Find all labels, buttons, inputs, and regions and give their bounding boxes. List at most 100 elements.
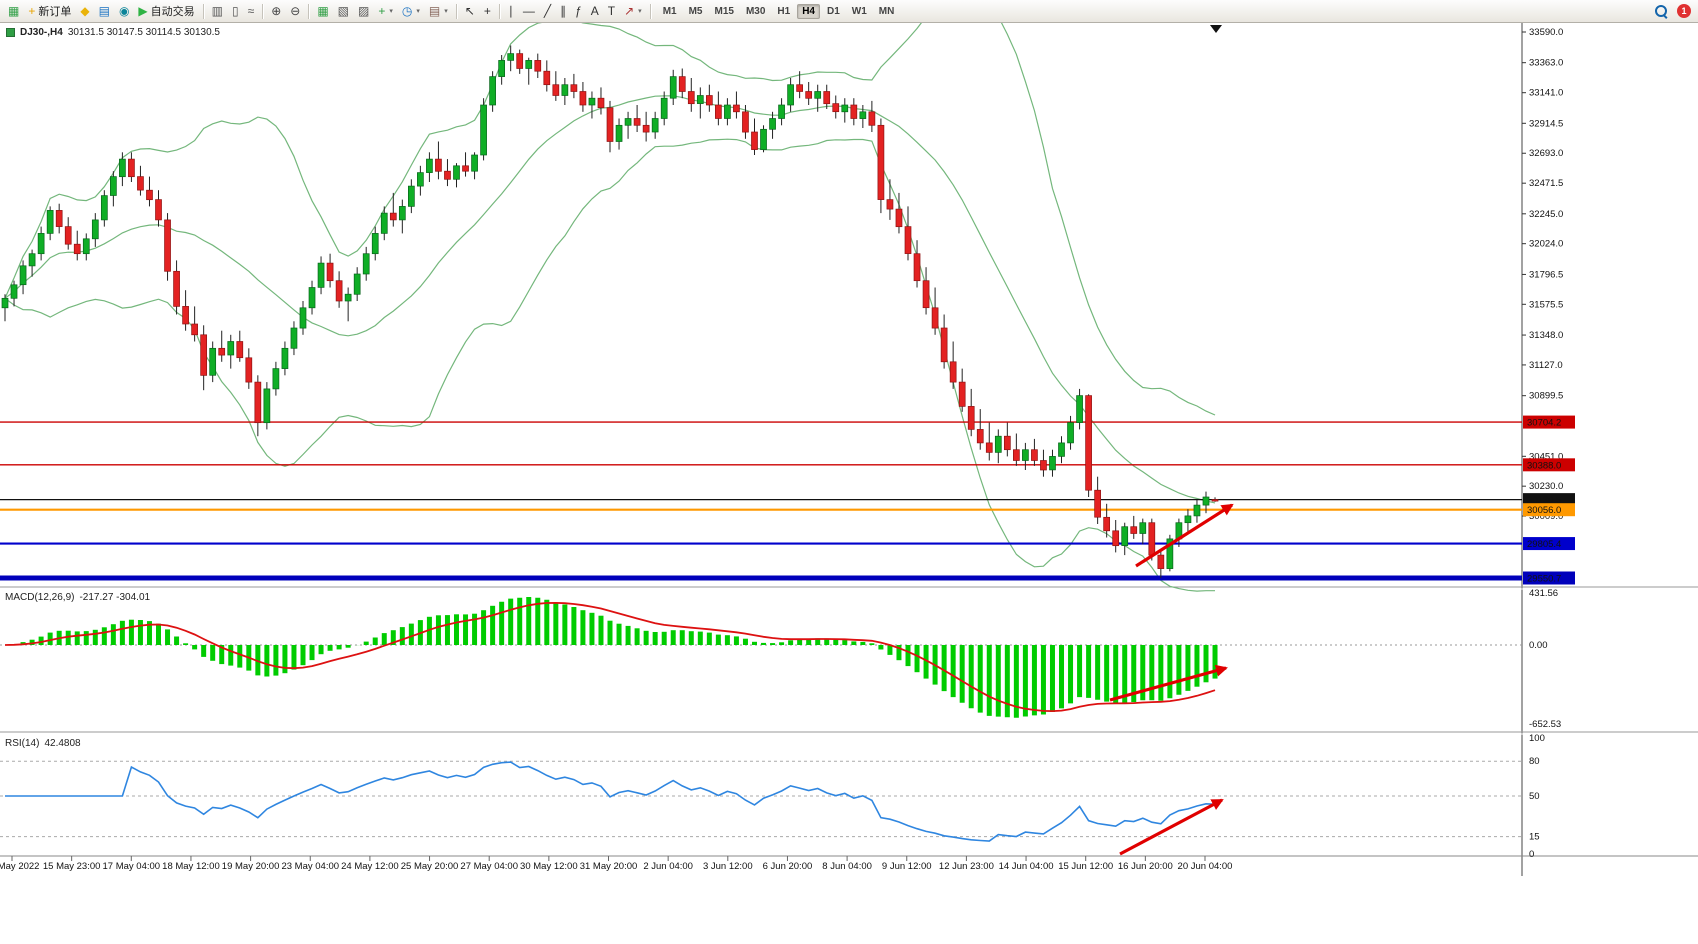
crosshair-icon[interactable]: +	[480, 3, 495, 19]
price-tick-label: 30009.0	[1529, 511, 1563, 522]
candle-body	[281, 347, 289, 369]
chart-title: DJ30-,H4 30131.5 30147.5 30114.5 30130.5	[6, 27, 220, 38]
rsi-value: 42.4808	[44, 738, 81, 749]
candle-body	[967, 406, 975, 430]
candle-body	[191, 323, 198, 336]
candle-body	[760, 128, 767, 150]
timeframe-m1-button[interactable]: M1	[662, 5, 677, 17]
metaeditor-icon[interactable]: ◆	[76, 3, 93, 19]
templates-button[interactable]: ▤ ▾	[425, 3, 452, 19]
text-icon-glyph: A	[590, 4, 599, 18]
candle-body	[570, 84, 578, 92]
candle-body	[1184, 515, 1192, 524]
timeframe-mn-button[interactable]: MN	[878, 5, 895, 17]
indicators-add-button[interactable]: + ▾	[374, 3, 397, 19]
line-chart-icon[interactable]: ≈	[244, 3, 259, 19]
candle-body	[651, 118, 659, 133]
timeframe-w1-button[interactable]: W1	[851, 5, 867, 17]
candle-body	[19, 265, 27, 286]
market-icon[interactable]: ▤	[95, 3, 114, 19]
candle-body	[1003, 435, 1011, 451]
candle-body	[37, 233, 45, 255]
level-price-label-bg	[1523, 503, 1575, 517]
candle-body	[1211, 499, 1219, 502]
tile-windows-icon[interactable]: ▦	[313, 3, 332, 19]
trend-arrow[interactable]	[1109, 664, 1228, 702]
search-icon[interactable]	[1654, 4, 1668, 18]
toolbar-separator	[262, 3, 264, 19]
candle-body	[1193, 504, 1201, 517]
date-label: 8 Jun 04:00	[822, 861, 872, 872]
candle-body	[976, 429, 984, 444]
date-label: 12 May 2022	[0, 861, 39, 872]
candle-body	[236, 341, 244, 359]
arrange-windows-icon[interactable]: ▨	[354, 3, 373, 19]
candle-body	[1085, 395, 1092, 491]
timeframe-m30-button[interactable]: M30	[745, 5, 766, 17]
notification-badge[interactable]: 1	[1677, 4, 1691, 18]
date-label: 20 Jun 04:00	[1178, 861, 1233, 872]
bar-chart-icon-glyph: ▥	[211, 4, 223, 18]
date-label: 2 Jun 04:00	[643, 861, 693, 872]
trend-arrow[interactable]	[1119, 798, 1224, 856]
candle-body	[299, 307, 307, 329]
candle-body	[543, 70, 551, 86]
date-label: 9 Jun 12:00	[882, 861, 932, 872]
candle-body	[733, 104, 740, 113]
vertical-line-icon[interactable]: ∣	[504, 3, 518, 19]
market-icon-glyph: ▤	[98, 4, 110, 18]
cascade-windows-icon[interactable]: ▧	[334, 3, 353, 19]
zoom-in-icon-glyph: ⊕	[271, 4, 282, 18]
caret-down-icon: ▾	[444, 8, 448, 15]
candle-body	[46, 210, 54, 234]
zoom-in-icon[interactable]: ⊕	[267, 3, 285, 19]
macd-label: MACD(12,26,9) -217.27 -304.01	[5, 592, 150, 603]
horizontal-line-icon-glyph: ―	[522, 4, 535, 18]
cascade-windows-icon-glyph: ▧	[337, 4, 350, 18]
candle-body	[462, 165, 469, 172]
bar-chart-icon[interactable]: ▥	[208, 3, 227, 19]
rsi-axis-label: 50	[1529, 791, 1540, 802]
timeframe-m15-button[interactable]: M15	[714, 5, 734, 17]
chart-shift-marker[interactable]	[1210, 25, 1222, 33]
label-icon[interactable]: T	[604, 3, 619, 19]
candlestick-chart-icon[interactable]: ▯	[228, 3, 243, 19]
fibonacci-icon[interactable]: ƒ	[571, 3, 586, 19]
macd-name: MACD(12,26,9)	[5, 592, 75, 603]
price-tick-label: 31127.0	[1529, 360, 1563, 371]
new-order-button[interactable]: + 新订单	[24, 1, 75, 21]
candle-body	[1202, 496, 1210, 506]
price-tick-label: 32693.0	[1529, 148, 1563, 159]
zoom-out-icon[interactable]: ⊖	[286, 3, 304, 19]
auto-trading-button[interactable]: ▶ 自动交易	[134, 1, 198, 21]
price-tick-label: 32245.0	[1529, 209, 1563, 220]
candle-body	[263, 388, 271, 424]
trend-arrow[interactable]	[1135, 503, 1234, 568]
candle-body	[380, 212, 388, 234]
level-price-label-bg	[1523, 537, 1575, 551]
timeframe-m5-button[interactable]: M5	[688, 5, 703, 17]
new-order-glyph: +	[28, 4, 36, 18]
candle-body	[687, 91, 695, 105]
candle-body	[254, 381, 262, 424]
candle-body	[272, 368, 280, 390]
timeframe-h1-button[interactable]: H1	[777, 5, 791, 17]
candle-body	[371, 233, 379, 255]
candle-body	[678, 76, 686, 92]
candle-body	[597, 97, 605, 109]
cursor-icon[interactable]: ↖	[461, 3, 479, 19]
arrows-tool-button[interactable]: ↗ ▾	[620, 3, 646, 19]
periods-button[interactable]: ◷ ▾	[398, 3, 424, 19]
text-icon[interactable]: A	[587, 3, 603, 19]
horizontal-line-icon[interactable]: ―	[519, 3, 539, 19]
timeframe-h4-button[interactable]: H4	[797, 3, 820, 19]
chart-window-icon[interactable]: ▦	[4, 3, 23, 19]
channel-icon[interactable]: ∥	[556, 3, 570, 19]
trendline-icon[interactable]: ╱	[540, 3, 555, 19]
price-tick-label: 32024.0	[1529, 239, 1563, 250]
candle-body	[335, 280, 343, 302]
timeframe-d1-button[interactable]: D1	[827, 5, 840, 17]
community-icon[interactable]: ◉	[115, 3, 133, 19]
